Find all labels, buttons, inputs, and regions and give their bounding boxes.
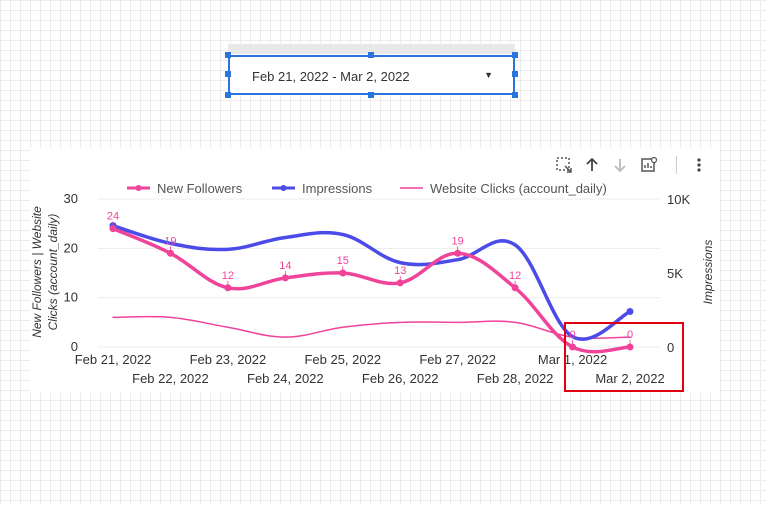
resize-handle-top-left[interactable] <box>225 52 231 58</box>
resize-handle-bottom-right[interactable] <box>512 92 518 98</box>
date-range-control[interactable]: Feb 21, 2022 - Mar 2, 2022 ▼ <box>225 44 518 98</box>
highlight-box <box>564 322 684 392</box>
resize-handle-bottom[interactable] <box>368 92 374 98</box>
resize-handle-right[interactable] <box>512 71 518 77</box>
control-drag-bar[interactable] <box>228 44 515 54</box>
date-range-value: Feb 21, 2022 - Mar 2, 2022 <box>252 69 410 84</box>
sort-descending-icon[interactable] <box>611 156 629 174</box>
chart-drill-icon[interactable] <box>640 156 658 174</box>
resize-handle-bottom-left[interactable] <box>225 92 231 98</box>
dropdown-arrow-icon[interactable]: ▼ <box>484 70 493 80</box>
select-area-icon[interactable] <box>555 156 573 174</box>
sort-ascending-icon[interactable] <box>583 156 601 174</box>
more-vert-icon[interactable] <box>690 156 708 174</box>
toolbar-separator <box>676 156 677 174</box>
resize-handle-top-right[interactable] <box>512 52 518 58</box>
resize-handle-top[interactable] <box>368 52 374 58</box>
resize-handle-left[interactable] <box>225 71 231 77</box>
